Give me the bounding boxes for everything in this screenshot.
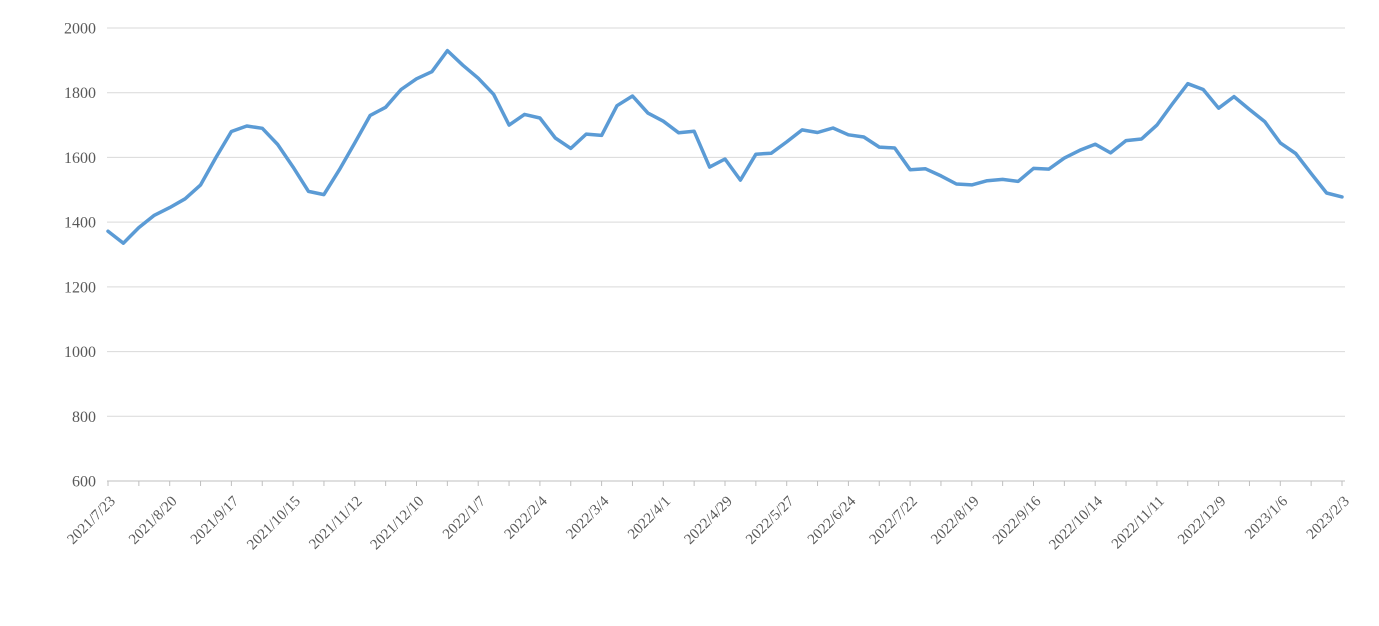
x-tick-label: 2022/11/11 [1109, 494, 1168, 553]
x-axis-labels: 2021/7/23 2021/8/20 2021/9/17 2021/10/15 202… [64, 493, 1352, 553]
gridlines [107, 27, 1345, 482]
x-axis [107, 481, 1343, 486]
y-tick-label: 800 [72, 409, 96, 426]
x-tick-label: 2023/1/6 [1242, 493, 1291, 542]
x-tick-label: 2022/5/27 [743, 493, 798, 548]
y-tick-label: 1800 [64, 85, 96, 102]
y-tick-label: 1600 [64, 150, 96, 167]
data-series-line [106, 48, 1344, 245]
y-tick-label: 1200 [64, 279, 96, 296]
x-tick-label: 2022/7/22 [867, 494, 921, 548]
y-tick-label: 2000 [64, 21, 96, 38]
y-axis-labels: 600 800 1000 1200 1400 1600 1800 2000 [64, 21, 96, 491]
y-tick-label: 600 [72, 474, 96, 491]
x-tick-label: 2022/4/29 [681, 494, 735, 548]
x-tick-label: 2022/6/24 [805, 493, 860, 548]
x-tick-label: 2021/11/12 [306, 494, 365, 553]
x-tick-label: 2021/7/23 [64, 494, 118, 548]
y-tick-label: 1400 [64, 215, 96, 232]
y-tick-label: 1000 [64, 344, 96, 361]
x-tick-label: 2022/3/4 [563, 493, 612, 542]
x-tick-label: 2021/10/15 [244, 494, 304, 554]
x-tick-label: 2022/2/4 [502, 493, 551, 542]
x-tick-label: 2022/12/9 [1175, 494, 1229, 548]
x-tick-label: 2021/12/10 [368, 494, 428, 554]
series-polyline [106, 48, 1344, 245]
x-tick-label: 2022/9/16 [990, 493, 1045, 548]
x-tick-label: 2022/10/14 [1046, 493, 1106, 553]
x-tick-label: 2022/4/1 [625, 494, 674, 543]
x-tick-label: 2022/1/7 [440, 493, 489, 542]
x-tick-label: 2022/8/19 [928, 494, 982, 548]
x-tick-label: 2021/9/17 [188, 493, 243, 548]
x-tick-label: 2023/2/3 [1304, 494, 1353, 543]
x-tick-label: 2021/8/20 [126, 494, 180, 548]
